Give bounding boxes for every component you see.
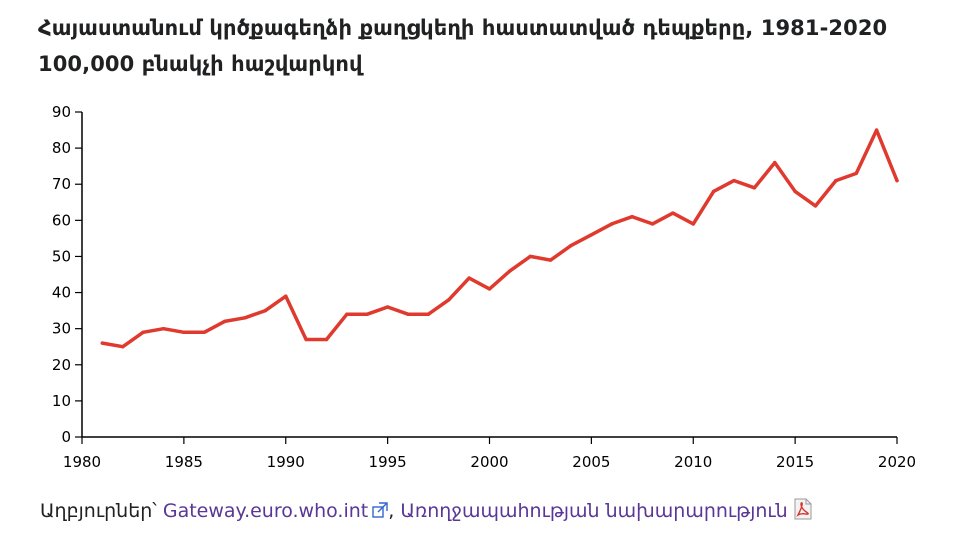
y-tick-label: 60 (52, 211, 71, 229)
data-point (671, 211, 675, 215)
line-chart: 0 10 20 30 40 50 60 70 80 90 1980 1985 1990 1995 2000 2… (52, 103, 916, 471)
data-point (426, 312, 431, 316)
x-tick-label: 1990 (267, 453, 305, 471)
data-point (773, 160, 777, 165)
data-point (528, 254, 532, 259)
data-point (508, 269, 512, 273)
data-point (813, 204, 818, 208)
y-tick-label: 30 (52, 320, 71, 338)
sources-line: Աղբյուրներ՝ Gateway.euro.who.int, Առողջա… (40, 498, 814, 522)
source-link-ministry[interactable]: Առողջապահության նախարարություն (400, 500, 788, 522)
data-point (161, 326, 166, 331)
chart-title: Հայաստանում կրծքագեղձի քաղցկեղի հաստատվա… (38, 16, 888, 40)
source-link-who[interactable]: Gateway.euro.who.int (162, 500, 369, 522)
data-point (793, 189, 797, 194)
data-point (732, 178, 736, 183)
data-point (385, 305, 390, 309)
y-tick-label: 40 (52, 284, 71, 302)
data-point (284, 294, 288, 298)
x-tick-label: 2015 (776, 453, 814, 471)
data-point (895, 178, 899, 183)
data-point (182, 330, 186, 334)
external-link-icon (372, 502, 388, 518)
data-point (711, 189, 716, 194)
data-point (365, 312, 369, 316)
sources-separator: , (388, 500, 395, 522)
data-point (650, 222, 655, 226)
data-point (345, 312, 349, 316)
x-tick-label: 1995 (369, 453, 407, 471)
data-point (752, 186, 757, 190)
data-point (100, 341, 105, 345)
chart-title-block: Հայաստանում կրծքագեղձի քաղցկեղի հաստատվա… (38, 10, 887, 82)
x-tick-label: 2010 (674, 453, 712, 471)
data-point (447, 298, 451, 302)
sources-label: Աղբյուրներ՝ (40, 500, 157, 522)
data-point (610, 222, 614, 226)
x-tick-label: 2005 (572, 453, 610, 471)
pdf-icon[interactable] (792, 498, 814, 520)
data-point (691, 222, 695, 226)
data-point (202, 330, 206, 334)
data-point (589, 233, 594, 237)
y-tick-label: 50 (52, 247, 71, 265)
x-tick-label: 1985 (165, 453, 203, 471)
data-point (630, 215, 634, 219)
data-point (834, 178, 838, 183)
x-tick-label: 2020 (878, 453, 916, 471)
data-point (487, 287, 492, 291)
data-point (121, 345, 125, 349)
data-point (548, 258, 553, 262)
data-point (406, 312, 410, 316)
data-point (141, 330, 145, 334)
y-tick-label: 70 (52, 175, 71, 193)
data-point (263, 308, 268, 313)
y-tick-label: 80 (52, 139, 71, 157)
y-tick-label: 20 (52, 356, 71, 374)
data-point (324, 337, 329, 342)
chart-subtitle: 100,000 բնակչի հաշվարկով (38, 52, 363, 76)
data-point (467, 276, 471, 280)
data-point (304, 337, 308, 342)
data-point (854, 171, 858, 176)
series-line (100, 128, 899, 349)
y-tick-label: 0 (61, 428, 71, 446)
data-point (874, 128, 879, 132)
data-point (569, 243, 573, 248)
x-tick-label: 2000 (470, 453, 508, 471)
y-tick-label: 90 (52, 103, 71, 121)
y-tick-label: 10 (52, 392, 71, 410)
data-point (243, 316, 247, 320)
data-point (222, 319, 227, 324)
x-tick-label: 1980 (63, 453, 101, 471)
